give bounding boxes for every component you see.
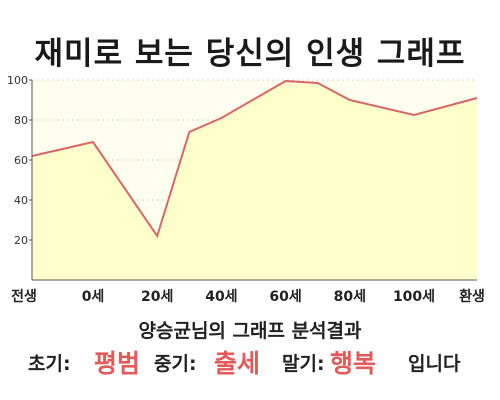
life-graph-chart: 20 40 60 80 100 전생 0세 20세 40세 60세 80세 100세 환생	[7, 74, 485, 305]
page-title: 재미로 보는 당신의 인생 그래프	[34, 36, 466, 72]
x-tick-label-0: 전생	[11, 288, 37, 305]
early-label: 초기:	[28, 353, 71, 375]
result-summary: 초기: 평범 중기: 출세 말기: 행복 입니다	[0, 346, 500, 382]
y-tick-label-80: 80	[14, 114, 28, 127]
middle-label: 중기:	[154, 353, 197, 375]
area-fill	[32, 81, 477, 280]
late-label: 말기:	[282, 353, 325, 375]
y-tick-label-40: 40	[14, 194, 28, 207]
result-heading: 양승균님의 그래프 분석결과	[138, 320, 362, 342]
y-tick-label-60: 60	[14, 154, 28, 167]
y-tick-label-20: 20	[14, 234, 28, 247]
x-tick-label-4: 60세	[269, 289, 301, 305]
y-tick-labels: 20 40 60 80 100	[7, 74, 28, 247]
late-value: 행복	[330, 349, 377, 378]
x-tick-labels: 전생 0세 20세 40세 60세 80세 100세 환생	[11, 288, 485, 305]
axes	[29, 79, 477, 281]
x-tick-label-5: 80세	[334, 289, 366, 305]
x-tick-label-7: 환생	[459, 288, 485, 305]
series-line	[31, 79, 478, 239]
x-tick-label-2: 20세	[141, 289, 173, 305]
x-tick-label-1: 0세	[82, 289, 105, 305]
middle-value: 출세	[214, 349, 261, 378]
y-tick-label-100: 100	[7, 74, 28, 87]
x-tick-label-6: 100세	[393, 289, 435, 305]
ending-text: 입니다	[408, 353, 461, 375]
x-tick-label-3: 40세	[205, 289, 237, 305]
early-value: 평범	[94, 349, 141, 378]
